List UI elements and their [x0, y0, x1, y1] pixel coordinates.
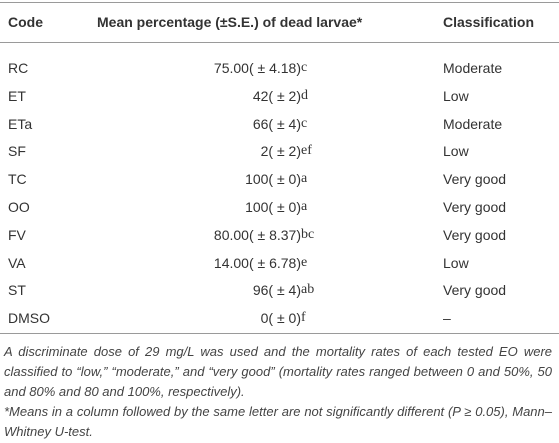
classification: Very good: [443, 226, 507, 243]
significance-letter: c: [301, 115, 308, 131]
mean: 80.00( ± 8.37): [213, 226, 301, 243]
classification: Low: [443, 87, 469, 104]
mean: 96( ± 4): [252, 282, 301, 299]
code: RC: [8, 60, 29, 76]
top-rule: [0, 2, 559, 3]
mean: 14.00( ± 6.78): [213, 254, 301, 271]
mean: 2( ± 2): [260, 143, 301, 160]
header-mean: Mean percentage (±S.E.) of dead larvae*: [97, 14, 363, 30]
classification: Very good: [443, 171, 507, 188]
footnote: *Means in a column followed by the same …: [4, 404, 552, 439]
classification: Moderate: [443, 115, 503, 132]
mean: 66( ± 4): [252, 115, 301, 132]
code: ST: [8, 282, 26, 299]
significance-letter: bc: [301, 226, 315, 242]
code: ETa: [8, 115, 33, 132]
classification: Moderate: [443, 60, 503, 76]
classification: Low: [443, 254, 469, 271]
code: ET: [8, 87, 26, 104]
mean: 42( ± 2): [252, 87, 301, 104]
mean: 100( ± 0): [245, 199, 301, 215]
header-rule: [0, 42, 559, 43]
significance-letter: d: [301, 87, 308, 103]
mean: 75.00( ± 4.18): [213, 60, 301, 76]
significance-letter: ab: [301, 282, 315, 298]
code: SF: [8, 143, 26, 160]
code: OO: [8, 199, 30, 215]
footnote: A discriminate dose of 29 mg/L was used …: [4, 344, 552, 399]
classification: Low: [443, 143, 469, 160]
bottom-rule: [0, 333, 559, 334]
code: VA: [8, 254, 26, 271]
significance-letter: e: [301, 254, 308, 270]
significance-letter: a: [301, 199, 308, 214]
code: FV: [8, 226, 26, 243]
classification: Very good: [443, 282, 507, 299]
header-code: Code: [8, 14, 43, 30]
classification: –: [443, 310, 451, 327]
significance-letter: a: [301, 171, 308, 187]
code: TC: [8, 171, 27, 188]
header-classification: Classification: [443, 14, 535, 30]
significance-letter: f: [301, 310, 306, 326]
classification: Very good: [443, 199, 507, 215]
significance-letter: c: [301, 60, 308, 75]
mean: 0( ± 0): [260, 310, 301, 327]
mean: 100( ± 0): [245, 171, 301, 188]
code: DMSO: [8, 310, 50, 327]
significance-letter: ef: [301, 143, 312, 159]
